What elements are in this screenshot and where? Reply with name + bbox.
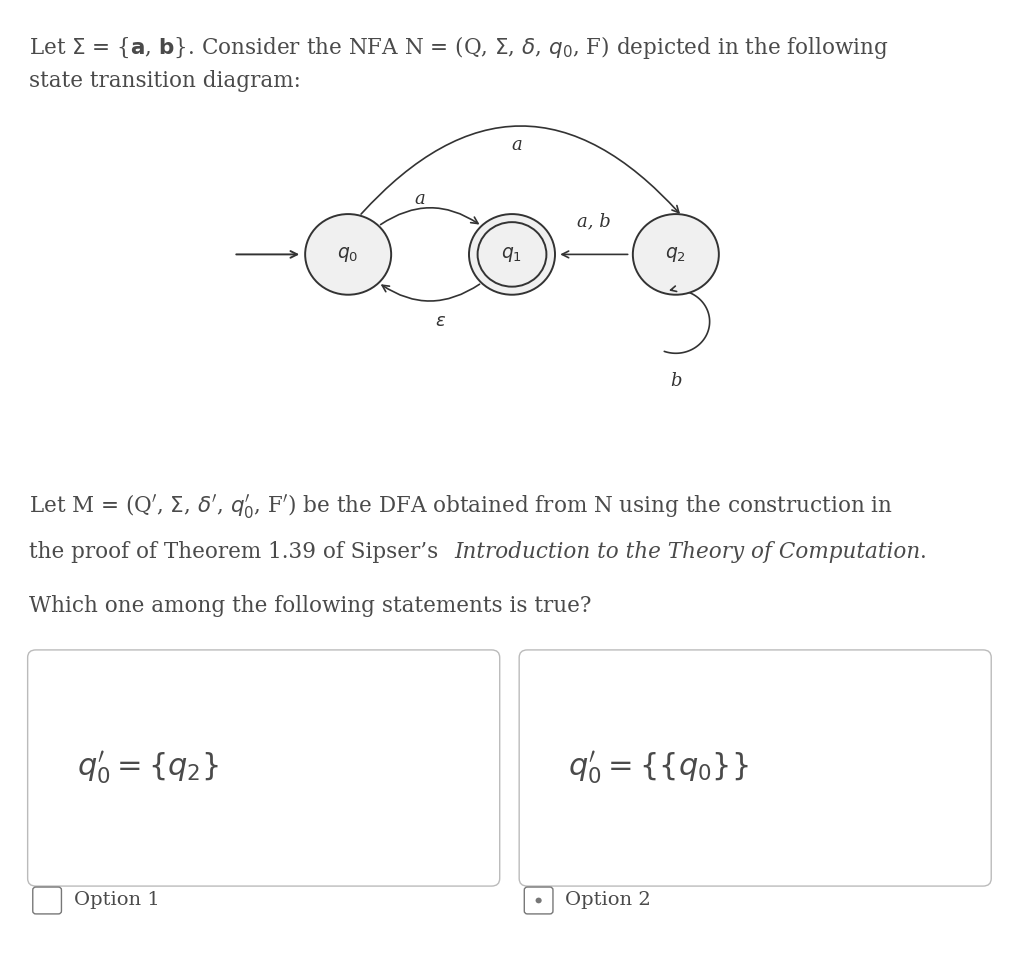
Text: .: .	[920, 541, 927, 564]
FancyBboxPatch shape	[519, 650, 991, 886]
Text: $q_0' = \{\{q_0\}\}$: $q_0' = \{\{q_0\}\}$	[568, 749, 750, 787]
Circle shape	[633, 214, 719, 295]
Text: state transition diagram:: state transition diagram:	[29, 70, 301, 92]
Text: a, b: a, b	[578, 212, 610, 230]
Circle shape	[469, 214, 555, 295]
FancyBboxPatch shape	[33, 887, 61, 914]
Text: b: b	[670, 372, 682, 391]
Circle shape	[305, 214, 391, 295]
Text: Option 2: Option 2	[565, 892, 651, 909]
Text: $q_0$: $q_0$	[338, 245, 358, 264]
Text: $q_1$: $q_1$	[502, 245, 522, 264]
Text: Option 1: Option 1	[74, 892, 160, 909]
Text: Introduction to the Theory of Computation: Introduction to the Theory of Computatio…	[455, 541, 921, 564]
Text: Let $\Sigma$ = {$\mathbf{a}$, $\mathbf{b}$}. Consider the NFA N = (Q, $\Sigma$, : Let $\Sigma$ = {$\mathbf{a}$, $\mathbf{b…	[29, 34, 889, 60]
Circle shape	[536, 898, 542, 903]
Text: $\varepsilon$: $\varepsilon$	[435, 312, 445, 330]
Text: Let M = (Q$'$, $\Sigma$, $\delta'$, $q_0'$, F$'$) be the DFA obtained from N usi: Let M = (Q$'$, $\Sigma$, $\delta'$, $q_0…	[29, 492, 893, 519]
Text: $q_2$: $q_2$	[666, 245, 686, 264]
FancyBboxPatch shape	[524, 887, 553, 914]
FancyBboxPatch shape	[28, 650, 500, 886]
Text: Which one among the following statements is true?: Which one among the following statements…	[29, 595, 591, 617]
Text: a: a	[415, 190, 425, 208]
Text: a: a	[512, 135, 522, 154]
Text: the proof of Theorem 1.39 of Sipser’s: the proof of Theorem 1.39 of Sipser’s	[29, 541, 444, 564]
Text: $q_0' = \{q_2\}$: $q_0' = \{q_2\}$	[77, 749, 219, 787]
